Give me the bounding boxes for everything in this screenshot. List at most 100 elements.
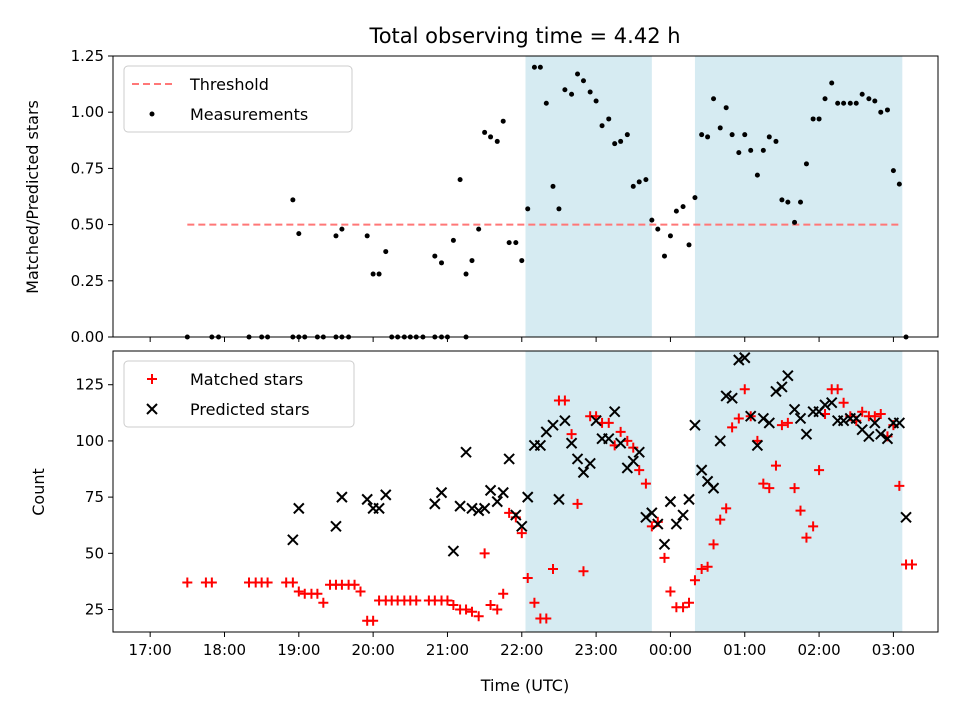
measurement-point <box>333 233 339 239</box>
predicted-star-point <box>497 486 509 499</box>
predicted-star-point <box>510 509 522 521</box>
measurement-point <box>450 237 456 243</box>
measurement-point <box>376 271 382 277</box>
y-tick-label: 75 <box>85 488 104 506</box>
predicted-star-point <box>850 412 862 425</box>
matched-star-point <box>795 505 806 516</box>
matched-star-point <box>665 586 676 597</box>
legend-box <box>123 360 355 428</box>
predicted-star-point <box>720 390 732 402</box>
matched-star-point <box>640 478 651 489</box>
measurement-point <box>785 199 791 205</box>
measurement-point <box>476 226 482 232</box>
measurement-point <box>754 172 760 178</box>
matched-star-point <box>498 588 509 599</box>
axes-frame <box>112 350 939 633</box>
measurement-point <box>884 107 890 113</box>
matched-star-point <box>603 417 614 428</box>
matched-star-point <box>628 442 639 453</box>
matched-star-point <box>832 384 843 395</box>
matched-star-point <box>696 564 707 575</box>
predicted-star-point <box>484 484 497 497</box>
predicted-star-point <box>516 520 528 533</box>
matched-star-point <box>293 586 304 597</box>
predicted-star-point <box>776 381 788 393</box>
measurement-point <box>649 217 655 223</box>
matched-star-point <box>869 411 880 422</box>
measurement-point <box>531 64 537 70</box>
matched-star-point <box>808 521 819 532</box>
x-tick-label: 03:00 <box>872 641 915 659</box>
y-tick-label: 1.25 <box>71 47 104 65</box>
legend-label: Threshold <box>189 75 269 94</box>
predicted-star-point <box>447 545 460 557</box>
matched-star-point <box>548 564 558 575</box>
predicted-star-point <box>571 453 584 465</box>
matched-star-point <box>479 548 490 559</box>
measurement-point <box>829 80 835 86</box>
predicted-star-point <box>819 399 831 411</box>
predicted-star-point <box>800 428 813 440</box>
legend-predicted-swatch <box>146 403 158 415</box>
predicted-star-point <box>739 352 751 364</box>
x-tick-label: 01:00 <box>723 641 766 659</box>
shaded-region <box>525 56 652 337</box>
predicted-star-point <box>744 410 757 422</box>
matched-star-point <box>678 602 689 613</box>
measurement-point <box>575 71 581 77</box>
matched-star-point <box>566 429 577 440</box>
matched-star-point <box>801 532 812 543</box>
y-tick-label: 125 <box>75 376 104 394</box>
matched-star-point <box>782 417 793 428</box>
legend-label: Predicted stars <box>190 400 310 419</box>
predicted-star-point <box>380 489 392 501</box>
measurement-point <box>296 231 302 237</box>
matched-star-point <box>906 559 917 570</box>
matched-star-point <box>262 577 273 588</box>
measurement-point <box>766 134 772 140</box>
measurement-point <box>692 195 698 201</box>
predicted-star-point <box>293 502 305 515</box>
matched-star-point <box>287 577 298 588</box>
measurement-point <box>482 129 488 135</box>
measurement-point <box>866 96 872 102</box>
x-tick-label: 17:00 <box>129 641 172 659</box>
measurement-point <box>506 240 512 246</box>
predicted-star-point <box>677 509 689 521</box>
measurement-point <box>798 199 803 205</box>
matched-star-point <box>789 483 800 494</box>
measurement-point <box>779 197 785 203</box>
measurement-point <box>748 147 754 153</box>
predicted-star-point <box>614 437 627 449</box>
matched-star-point <box>312 588 323 599</box>
y-tick-label: 0.25 <box>71 272 104 290</box>
measurement-point <box>599 123 605 129</box>
matched-star-point <box>814 465 825 476</box>
matched-star-point <box>448 600 459 611</box>
y-tick-label: 0.50 <box>71 216 104 234</box>
legend-label: Matched stars <box>190 370 303 389</box>
matched-star-point <box>770 460 781 471</box>
measurement-point <box>463 271 469 277</box>
y-tick-label: 0.00 <box>71 328 104 346</box>
predicted-star-point <box>503 453 515 465</box>
measurement-point <box>878 109 884 115</box>
matched-star-point <box>733 413 744 424</box>
predicted-star-point <box>603 432 615 445</box>
legend-measurement-swatch <box>149 111 155 117</box>
predicted-star-point <box>491 495 503 508</box>
predicted-star-point <box>460 446 472 458</box>
predicted-star-point <box>565 437 578 449</box>
x-axis-label: Time (UTC) <box>480 676 569 695</box>
x-tick-label: 00:00 <box>649 641 692 659</box>
x-tick-label: 19:00 <box>277 641 320 659</box>
predicted-star-point <box>826 396 838 409</box>
measurement-point <box>859 91 865 97</box>
predicted-star-point <box>733 354 745 366</box>
predicted-star-point <box>646 507 658 519</box>
measurement-point <box>587 89 593 95</box>
predicted-star-point <box>633 446 645 458</box>
predicted-star-point <box>547 419 559 431</box>
measurement-point <box>525 206 531 212</box>
measurement-point <box>519 258 525 264</box>
